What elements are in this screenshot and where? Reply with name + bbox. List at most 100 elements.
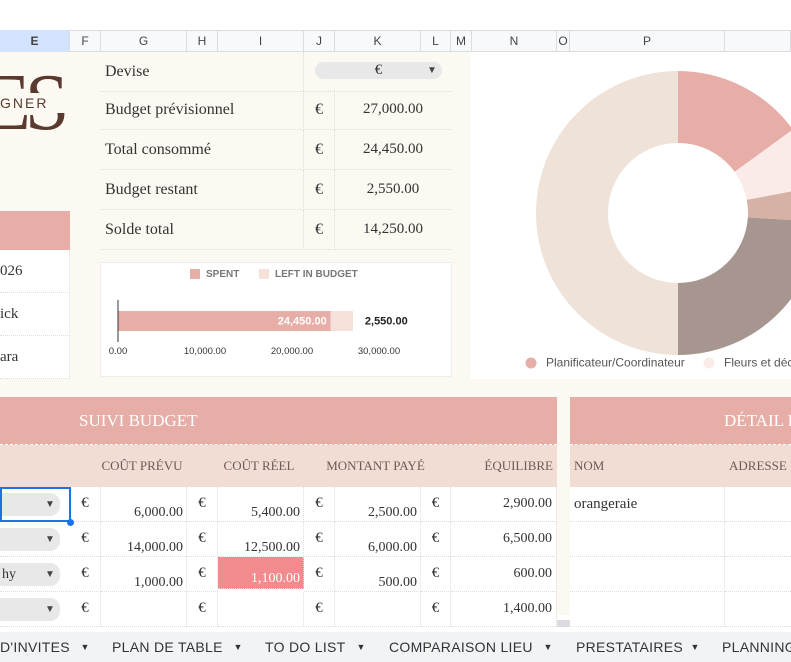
- sheet-tab[interactable]: D'INVITES: [0, 639, 70, 655]
- column-title: COÛT RÉEL: [223, 458, 295, 473]
- column-header: F: [70, 30, 101, 52]
- donut-slice: [678, 71, 791, 172]
- tab-arrow: ▼: [233, 642, 243, 652]
- summary-label: Budget prévisionnel: [101, 90, 304, 130]
- summary-label: Budget restant: [101, 170, 304, 210]
- cell: 026: [0, 250, 70, 293]
- column-header: H: [187, 30, 218, 52]
- currency-symbol: €: [70, 522, 101, 557]
- currency-symbol: €: [70, 487, 101, 522]
- bar-segment: [330, 311, 353, 331]
- bar-segment: [118, 311, 331, 331]
- currency-symbol: €: [304, 90, 335, 130]
- logo-text: GNER: [0, 93, 68, 113]
- sheet-tab[interactable]: COMPARAISON LIEU: [389, 639, 533, 655]
- amount-cell: 2,900.00: [451, 487, 557, 522]
- column-header-bar: [0, 30, 791, 52]
- column-header: [725, 30, 791, 52]
- sheet-tab[interactable]: TO DO LIST: [265, 639, 346, 655]
- sheet-tab[interactable]: PRESTATAIRES: [576, 639, 684, 655]
- currency-symbol: €: [187, 592, 218, 627]
- column-title: ADRESSE: [729, 458, 787, 473]
- separator-column: [557, 397, 570, 617]
- column-header: J: [304, 30, 335, 52]
- amount-cell: 2,500.00: [335, 487, 421, 522]
- tab-arrow: ▼: [690, 642, 700, 652]
- legend-label: Planificateur/Coordinateur: [546, 356, 685, 370]
- currency-symbol: €: [304, 170, 335, 210]
- currency-symbol: €: [187, 557, 218, 592]
- amount-cell: [218, 592, 304, 627]
- cell: ick: [0, 293, 70, 336]
- amount-cell: 12,500.00: [218, 522, 304, 557]
- x-tick-label: 20,000.00: [271, 346, 313, 357]
- donut-slice: [734, 130, 791, 200]
- selection-handle: [67, 519, 74, 526]
- category-dropdown[interactable]: [0, 598, 60, 621]
- column-header: M: [451, 30, 472, 52]
- column-header: K: [335, 30, 421, 52]
- column-title: ÉQUILIBRE: [484, 458, 553, 473]
- column-header: O: [557, 30, 570, 52]
- donut-slice: [678, 217, 791, 355]
- currency-symbol: €: [304, 130, 335, 170]
- amount-cell: 14,000.00: [101, 522, 187, 557]
- cell-text: orangeraie: [574, 496, 638, 512]
- sheet-tab[interactable]: PLAN DE TABLE: [112, 639, 223, 655]
- summary-value: 24,450.00: [335, 130, 451, 170]
- dropdown-arrow: ▼: [45, 604, 55, 615]
- currency-symbol: €: [304, 210, 335, 250]
- cell-border: [304, 52, 451, 92]
- currency-symbol: €: [421, 487, 451, 522]
- amount-cell: 600.00: [451, 557, 557, 592]
- legend-label: Fleurs et déc: [724, 356, 791, 370]
- currency-symbol: €: [187, 487, 218, 522]
- legend-swatch: [190, 269, 200, 279]
- donut-slice: [746, 191, 791, 221]
- currency-symbol: €: [421, 522, 451, 557]
- category-dropdown[interactable]: [0, 528, 60, 551]
- dropdown-arrow: ▼: [45, 569, 55, 580]
- cell: [570, 592, 725, 627]
- header-band: [0, 445, 557, 487]
- tab-arrow: ▼: [356, 642, 366, 652]
- cell: [725, 487, 791, 522]
- column-title: NOM: [574, 458, 605, 473]
- cell: [725, 522, 791, 557]
- currency-symbol: €: [304, 487, 335, 522]
- tab-bar: [0, 632, 791, 662]
- category-dropdown[interactable]: hy: [0, 563, 60, 586]
- column-header: E: [0, 30, 70, 52]
- amount-cell: 1,000.00: [101, 557, 187, 592]
- summary-label: Total consommé: [101, 130, 304, 170]
- amount-cell: 500.00: [335, 557, 421, 592]
- legend-dot: [525, 357, 537, 369]
- currency-symbol: €: [304, 592, 335, 627]
- x-tick-label: 30,000.00: [358, 346, 400, 357]
- summary-value: 14,250.00: [335, 210, 451, 250]
- summary-label: Solde total: [101, 210, 304, 250]
- currency-dropdown[interactable]: €: [315, 62, 442, 79]
- section-header: SUIVI BUDGET: [0, 397, 557, 445]
- column-title: MONTANT PAYÉ: [326, 458, 425, 473]
- legend-label: SPENT: [206, 269, 239, 280]
- currency-symbol: €: [70, 557, 101, 592]
- dropdown-arrow: ▼: [45, 534, 55, 545]
- header-cell: [0, 211, 70, 250]
- currency-symbol: €: [187, 522, 218, 557]
- sheet-tab[interactable]: PLANNING: [722, 639, 791, 655]
- x-tick-label: 0.00: [109, 346, 128, 357]
- cell: [570, 522, 725, 557]
- donut-slice: [536, 71, 678, 355]
- bar-value-label: 2,550.00: [365, 315, 408, 327]
- amount-cell: 6,000.00: [335, 522, 421, 557]
- category-dropdown[interactable]: [0, 493, 60, 516]
- cell: [570, 487, 725, 522]
- currency-symbol: €: [304, 557, 335, 592]
- cell: [725, 592, 791, 627]
- amount-cell: 6,000.00: [101, 487, 187, 522]
- column-header: I: [218, 30, 304, 52]
- section-header: DÉTAIL P: [570, 397, 791, 445]
- currency-symbol: €: [304, 522, 335, 557]
